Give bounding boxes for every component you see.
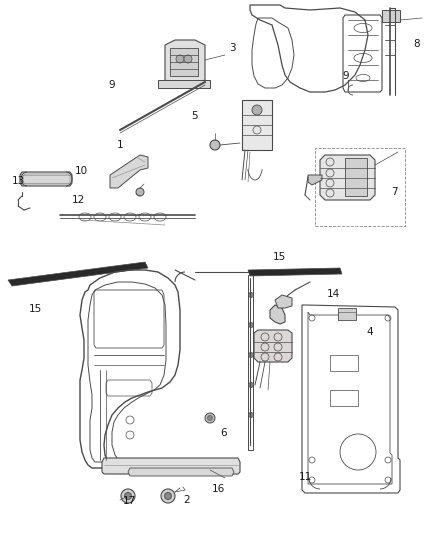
Bar [242, 100, 272, 150]
Polygon shape [270, 305, 285, 324]
Bar [382, 10, 400, 22]
Polygon shape [320, 155, 375, 200]
Circle shape [176, 55, 184, 63]
Text: 3: 3 [229, 43, 236, 53]
Text: 13: 13 [12, 176, 25, 186]
Circle shape [248, 383, 254, 387]
Text: 16: 16 [212, 484, 225, 494]
Polygon shape [275, 295, 292, 308]
Circle shape [121, 489, 135, 503]
Circle shape [208, 416, 212, 421]
Text: 11: 11 [299, 472, 312, 482]
Bar [248, 275, 253, 450]
Circle shape [184, 55, 192, 63]
Text: 8: 8 [413, 39, 420, 49]
Text: 9: 9 [108, 80, 115, 90]
Text: 17: 17 [123, 496, 136, 506]
Circle shape [248, 352, 254, 358]
Text: 10: 10 [74, 166, 88, 175]
Polygon shape [158, 80, 210, 88]
Circle shape [248, 322, 254, 327]
Text: 15: 15 [29, 304, 42, 314]
Text: 12: 12 [71, 195, 85, 205]
Bar [315, 148, 405, 226]
Polygon shape [254, 330, 292, 362]
Circle shape [161, 489, 175, 503]
Text: 5: 5 [191, 111, 198, 121]
Text: 9: 9 [343, 71, 350, 80]
Text: 2: 2 [183, 495, 190, 505]
Circle shape [210, 140, 220, 150]
Circle shape [248, 413, 254, 417]
Polygon shape [20, 172, 72, 186]
Text: 14: 14 [327, 289, 340, 299]
Polygon shape [128, 468, 234, 476]
Bar [330, 390, 358, 406]
Circle shape [165, 492, 172, 499]
Text: 4: 4 [367, 327, 374, 336]
Bar [338, 308, 356, 320]
Text: 7: 7 [391, 187, 398, 197]
Circle shape [248, 293, 254, 297]
Bar [330, 355, 358, 371]
Bar [170, 48, 198, 76]
Circle shape [124, 492, 131, 499]
Polygon shape [165, 40, 205, 85]
Circle shape [252, 105, 262, 115]
Text: 6: 6 [220, 428, 227, 438]
Polygon shape [248, 268, 342, 276]
Circle shape [205, 413, 215, 423]
Polygon shape [102, 458, 240, 474]
Bar [345, 158, 367, 196]
Circle shape [136, 188, 144, 196]
Text: 15: 15 [273, 252, 286, 262]
Polygon shape [308, 175, 322, 185]
Polygon shape [8, 262, 148, 286]
Polygon shape [110, 155, 148, 188]
Text: 1: 1 [117, 140, 124, 150]
